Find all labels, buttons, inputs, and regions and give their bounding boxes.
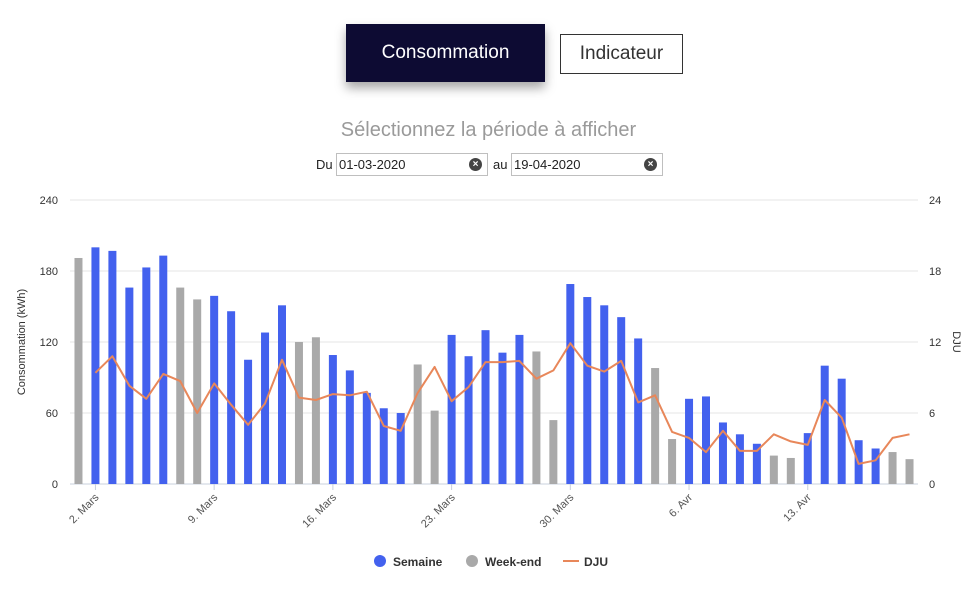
y-tick-label: 120	[40, 337, 58, 349]
bar-semaine	[244, 359, 253, 484]
bar-week-end	[430, 410, 439, 484]
bar-semaine	[227, 311, 236, 484]
bar-semaine	[142, 267, 151, 484]
bar-semaine	[210, 295, 219, 484]
bar-week-end	[888, 452, 897, 484]
x-tick-label: 6. Avr	[667, 491, 695, 519]
bar-week-end	[905, 459, 914, 484]
legend-label: DJU	[584, 555, 608, 569]
x-tick-label: 16. Mars	[300, 491, 339, 530]
bar-semaine	[125, 287, 134, 484]
bar-semaine	[583, 297, 592, 484]
bar-semaine	[854, 440, 863, 484]
x-tick-label: 30. Mars	[538, 491, 577, 530]
bar-semaine	[871, 448, 880, 484]
bar-semaine	[566, 284, 575, 484]
bar-semaine	[820, 365, 829, 484]
bar-semaine	[396, 413, 405, 484]
tab-consommation[interactable]: Consommation	[346, 24, 545, 82]
clear-to-date-icon[interactable]: ×	[644, 158, 657, 171]
y2-tick-label: 12	[929, 337, 941, 349]
bar-semaine	[515, 334, 524, 484]
bar-semaine	[481, 330, 490, 484]
x-tick-label: 23. Mars	[419, 491, 458, 530]
bar-week-end	[651, 368, 660, 484]
bar-semaine	[379, 408, 388, 484]
y2-tick-label: 0	[929, 479, 935, 491]
bar-semaine	[600, 305, 609, 484]
bar-semaine	[718, 422, 727, 484]
bar-semaine	[617, 317, 626, 484]
to-date-box: ×	[511, 153, 663, 176]
date-range-picker: Du × au ×	[0, 153, 977, 177]
bar-semaine	[498, 352, 507, 484]
clear-from-date-icon[interactable]: ×	[469, 158, 482, 171]
bar-week-end	[532, 351, 541, 484]
bar-semaine	[345, 370, 354, 484]
bar-semaine	[685, 398, 694, 484]
tab-bar: Consommation Indicateur	[0, 24, 977, 84]
bar-semaine	[735, 434, 744, 484]
to-label: au	[493, 157, 508, 172]
bar-semaine	[159, 255, 168, 484]
y2-tick-label: 24	[929, 195, 941, 207]
bar-week-end	[786, 457, 795, 484]
bar-semaine	[837, 378, 846, 484]
bar-week-end	[413, 364, 422, 484]
to-date-input[interactable]	[514, 156, 634, 173]
x-tick-label: 13. Avr	[781, 491, 814, 524]
bar-semaine	[752, 443, 761, 484]
bar-semaine	[702, 396, 710, 484]
bar-semaine	[803, 433, 812, 484]
from-label: Du	[316, 157, 333, 172]
tab-indicateur[interactable]: Indicateur	[560, 34, 683, 74]
y2-axis-title: DJU	[950, 331, 962, 352]
bar-semaine	[634, 338, 643, 484]
y-tick-label: 60	[46, 408, 58, 420]
bar-semaine	[328, 355, 337, 484]
x-tick-label: 2. Mars	[67, 491, 102, 526]
bar-semaine	[447, 334, 456, 484]
from-date-input[interactable]	[339, 156, 459, 173]
y2-tick-label: 6	[929, 408, 935, 420]
x-tick-label: 9. Mars	[186, 491, 221, 526]
y-axis-title: Consommation (kWh)	[16, 289, 28, 395]
bar-week-end	[769, 455, 778, 484]
bar-week-end	[74, 257, 83, 484]
y-tick-label: 0	[52, 479, 58, 491]
period-title: Sélectionnez la période à afficher	[340, 119, 637, 141]
bar-week-end	[668, 439, 677, 484]
bar-semaine	[91, 247, 100, 484]
y-tick-label: 180	[40, 266, 58, 278]
bar-semaine	[464, 356, 473, 484]
bar-week-end	[549, 420, 558, 484]
legend-marker-semaine	[374, 555, 386, 567]
bar-semaine	[261, 332, 270, 484]
dju-line	[94, 342, 910, 465]
bar-week-end	[311, 337, 320, 484]
y2-tick-label: 18	[929, 266, 941, 278]
bar-week-end	[176, 287, 185, 484]
bar-semaine	[278, 305, 286, 484]
bar-semaine	[108, 250, 117, 484]
legend-label: Week-end	[485, 555, 541, 569]
bar-week-end	[193, 299, 202, 484]
y-tick-label: 240	[40, 195, 58, 207]
legend-label: Semaine	[393, 555, 443, 569]
legend-marker-week-end	[466, 555, 478, 567]
bar-semaine	[362, 392, 371, 484]
from-date-box: ×	[336, 153, 488, 176]
bar-week-end	[294, 342, 303, 484]
